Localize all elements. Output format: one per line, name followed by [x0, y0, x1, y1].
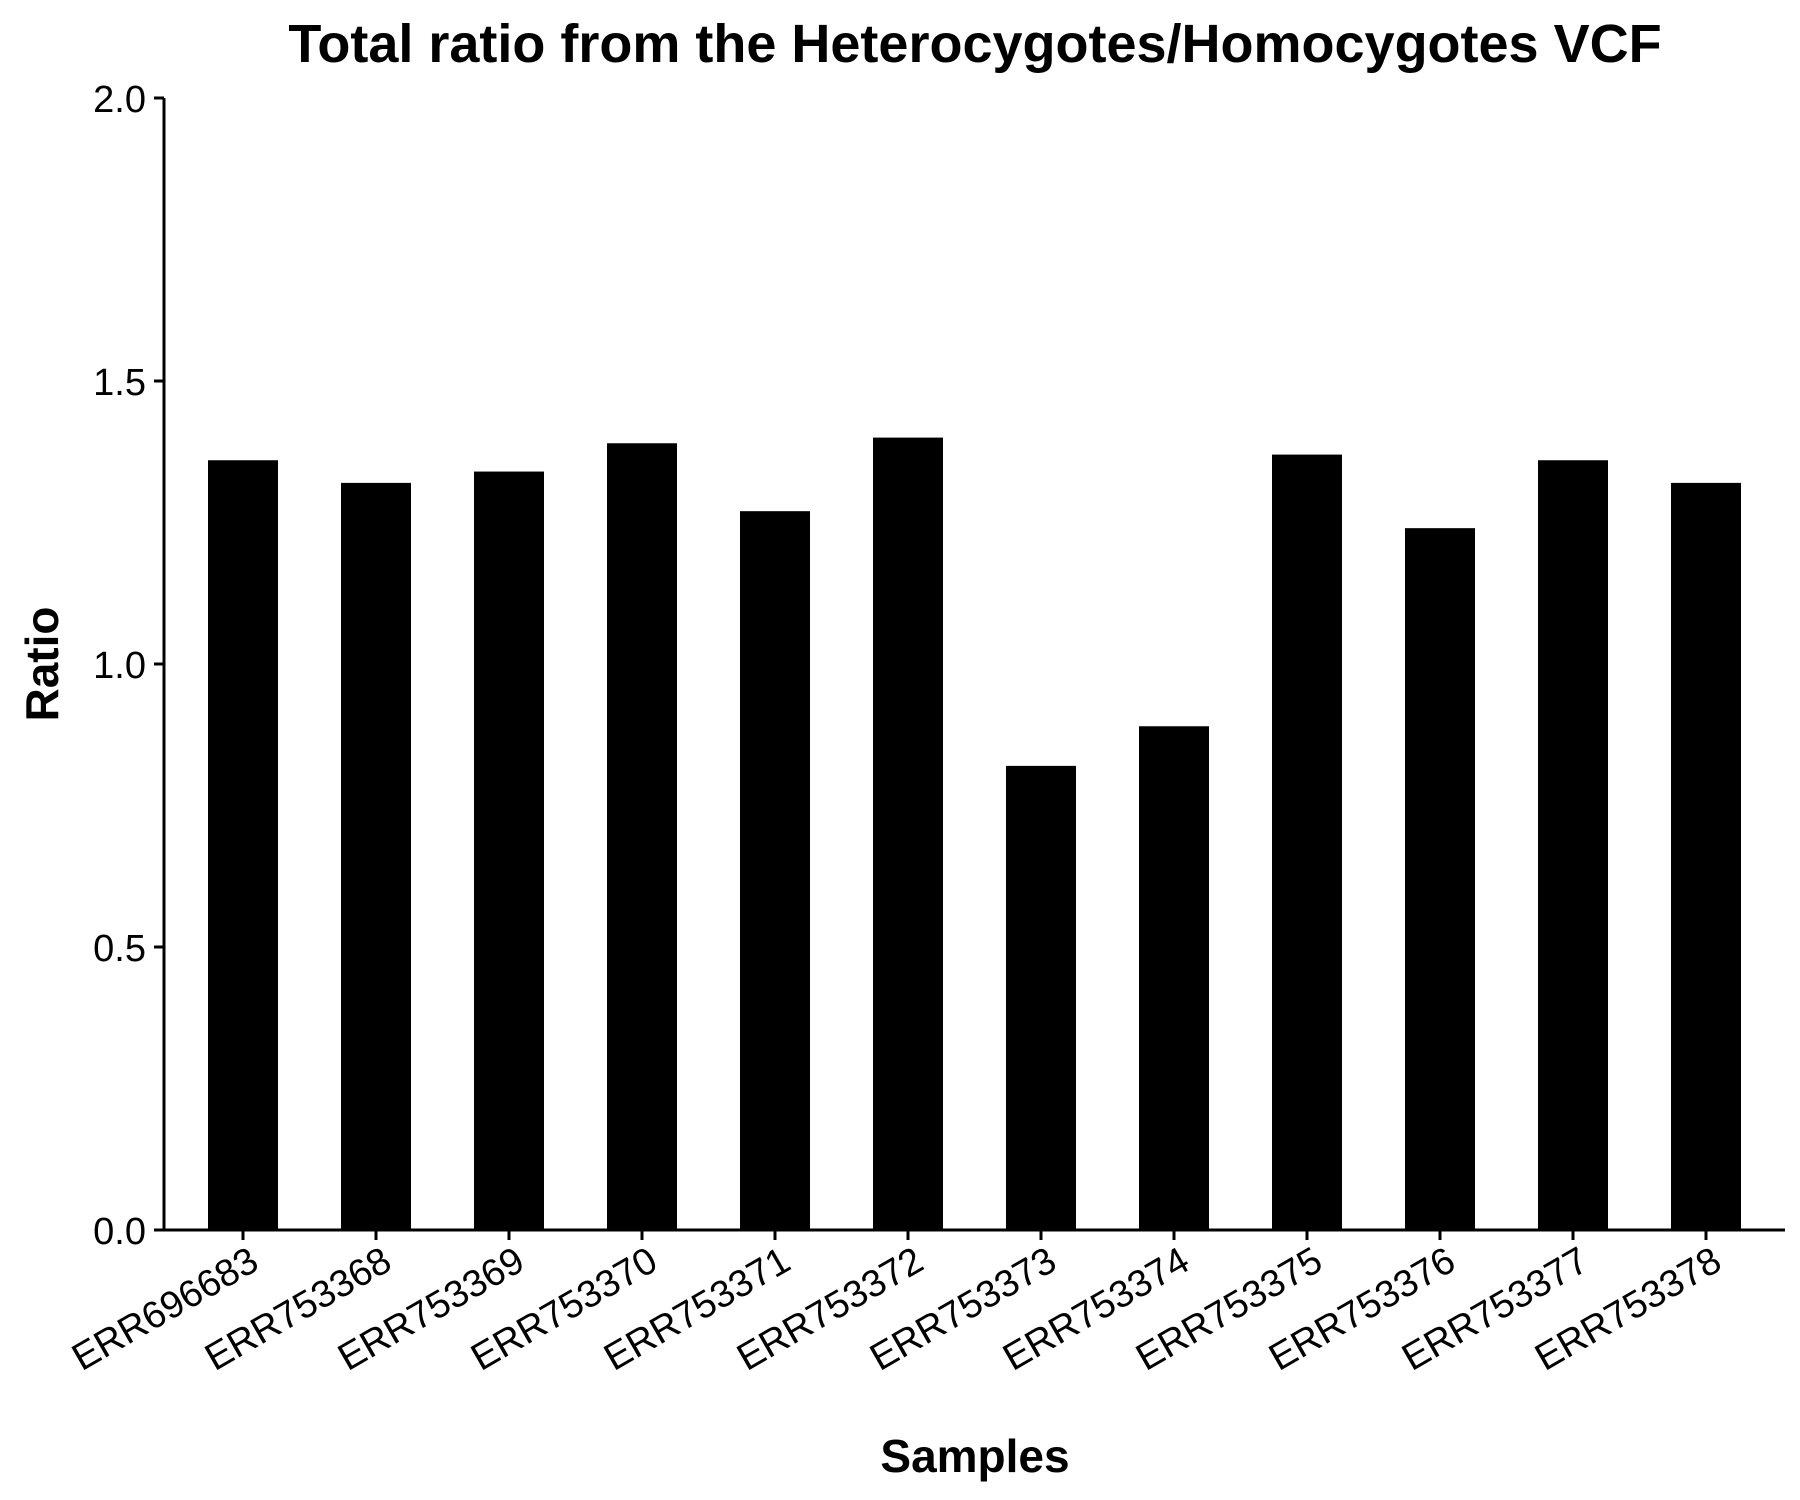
bar-ERR753368 [341, 482, 411, 1230]
bar-ERR753372 [873, 437, 943, 1231]
bar-ERR753369 [474, 471, 544, 1230]
y-axis-title: Ratio [16, 607, 68, 722]
bar-ERR753376 [1405, 528, 1475, 1230]
bar-ERR753377 [1538, 460, 1608, 1230]
x-ticks-group: ERR696683ERR753368ERR753369ERR753370ERR7… [65, 1230, 1729, 1379]
bar-ERR696683 [208, 460, 278, 1230]
y-tick-label: 0.5 [93, 928, 146, 970]
y-tick-label: 1.0 [93, 645, 146, 687]
bar-ERR753371 [740, 511, 810, 1230]
bar-ERR753378 [1671, 482, 1741, 1230]
bar-ERR753373 [1006, 765, 1076, 1230]
y-tick-label: 2.0 [93, 79, 146, 121]
bar-ERR753374 [1139, 726, 1209, 1230]
y-tick-label: 0.0 [93, 1211, 146, 1253]
y-ticks-group: 0.0 0.5 1.0 1.5 2.0 [93, 79, 164, 1253]
y-tick-label: 1.5 [93, 362, 146, 404]
x-axis-title: Samples [880, 1430, 1069, 1482]
bars-group [208, 437, 1741, 1231]
bar-ERR753370 [607, 443, 677, 1230]
bar-ERR753375 [1272, 454, 1342, 1231]
chart-title: Total ratio from the Heterocygotes/Homoc… [288, 14, 1661, 74]
